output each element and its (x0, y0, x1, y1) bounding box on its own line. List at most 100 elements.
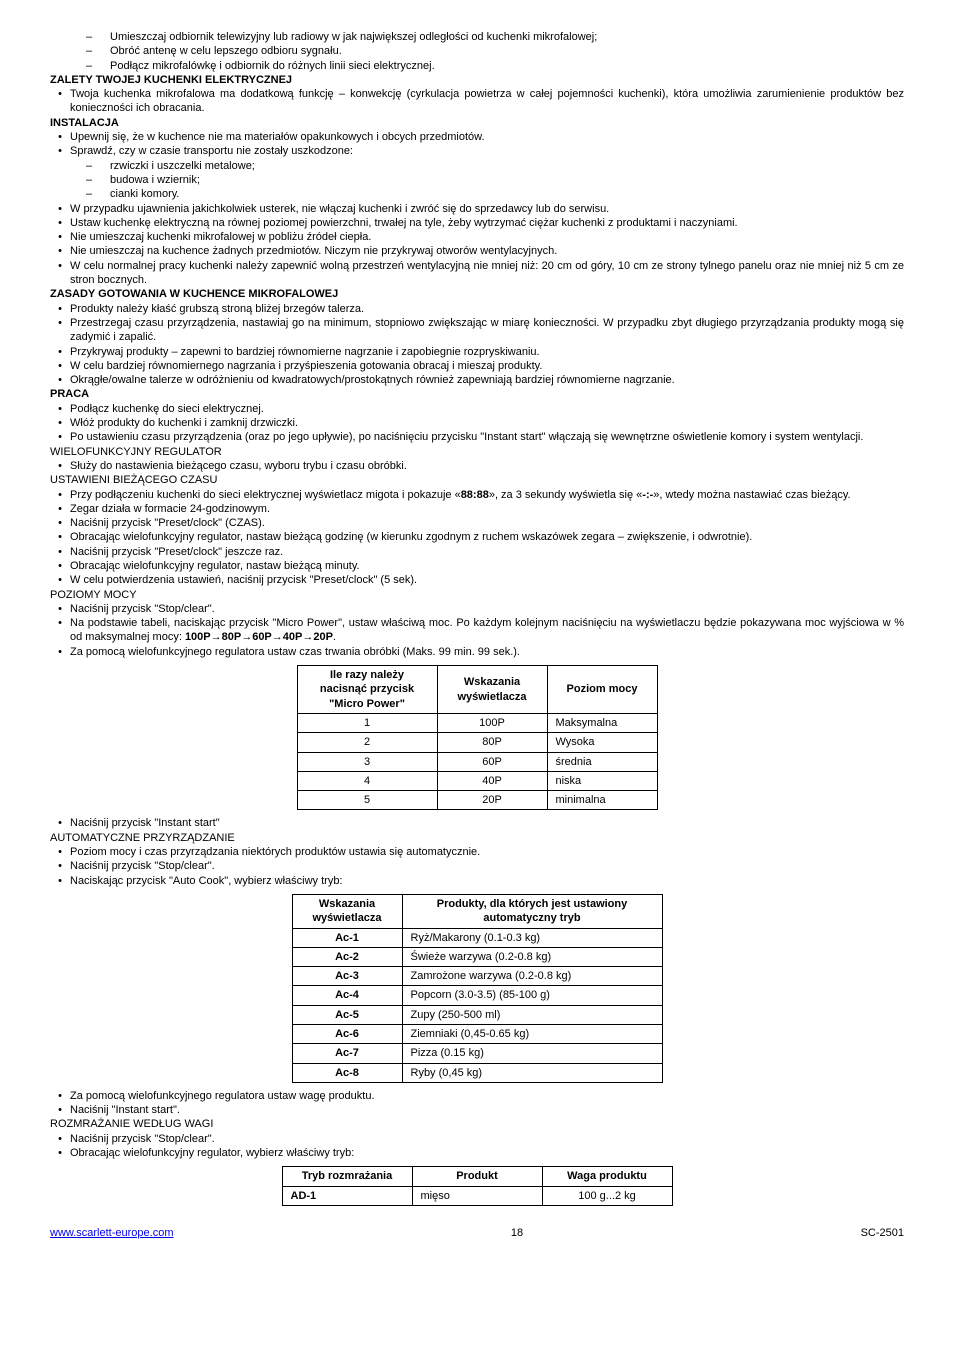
bullet-item: •Naciśnij przycisk "Stop/clear". (50, 602, 904, 616)
text: Naciśnij przycisk "Stop/clear". (70, 859, 904, 873)
bullet-item: •Sprawdź, czy w czasie transportu nie zo… (50, 144, 904, 158)
bullet-item: •Podłącz kuchenkę do sieci elektrycznej. (50, 402, 904, 416)
bullet-item: •Przy podłączeniu kuchenki do sieci elek… (50, 488, 904, 502)
section-title-powerlevels: POZIOMY MOCY (50, 588, 904, 602)
bullet-item: •Zegar działa w formacie 24-godzinowym. (50, 502, 904, 516)
text: Twoja kuchenka mikrofalowa ma dodatkową … (70, 87, 904, 116)
advantages-list: •Twoja kuchenka mikrofalowa ma dodatkową… (50, 87, 904, 116)
text: Ustaw kuchenkę elektryczną na równej poz… (70, 216, 904, 230)
power-table: Ile razy należy nacisnąć przycisk "Micro… (297, 665, 658, 810)
text: W celu bardziej równomiernego nagrzania … (70, 359, 904, 373)
autocook-table: Wskazania wyświetlacza Produkty, dla któ… (292, 894, 663, 1083)
bullet-item: •Poziom mocy i czas przyrządzania niektó… (50, 845, 904, 859)
text: Naciskając przycisk "Auto Cook", wybierz… (70, 874, 904, 888)
text: Zegar działa w formacie 24-godzinowym. (70, 502, 904, 516)
bullet-item: •Upewnij się, że w kuchence nie ma mater… (50, 130, 904, 144)
bullet-item: •Naciśnij przycisk "Preset/clock" jeszcz… (50, 545, 904, 559)
text: Nie umieszczaj na kuchence żadnych przed… (70, 244, 904, 258)
bullet-item: •Naciśnij "Instant start". (50, 1103, 904, 1117)
bullet-item: •Naciśnij przycisk "Stop/clear". (50, 859, 904, 873)
bullet-item: •Naciśnij przycisk "Stop/clear". (50, 1132, 904, 1146)
table-row: 360Pśrednia (297, 752, 657, 771)
section-title-autocook: AUTOMATYCZNE PRZYRZĄDZANIE (50, 831, 904, 845)
bullet-item: •Przykrywaj produkty – zapewni to bardzi… (50, 345, 904, 359)
defrost-table: Tryb rozmrażania Produkt Waga produktu A… (282, 1166, 673, 1206)
bullet-item: •Za pomocą wielofunkcyjnego regulatora u… (50, 1089, 904, 1103)
text: Po ustawieniu czasu przyrządzenia (oraz … (70, 430, 904, 444)
text: Za pomocą wielofunkcyjnego regulatora us… (70, 645, 904, 659)
bullet-item: •W celu bardziej równomiernego nagrzania… (50, 359, 904, 373)
table-header: Wskazania wyświetlacza (292, 894, 402, 928)
bullet-item: •Służy do nastawienia bieżącego czasu, w… (50, 459, 904, 473)
text: W celu potwierdzenia ustawień, naciśnij … (70, 573, 904, 587)
bullet-item: •W celu normalnej pracy kuchenki należy … (50, 259, 904, 288)
installation-list: •Upewnij się, że w kuchence nie ma mater… (50, 130, 904, 159)
text: Obróć antenę w celu lepszego odbioru syg… (110, 44, 904, 58)
text: Naciśnij przycisk "Stop/clear". (70, 602, 904, 616)
table-row: 440Pniska (297, 771, 657, 790)
installation-dash-list: –rzwiczki i uszczelki metalowe; –budowa … (50, 159, 904, 202)
text: cianki komory. (110, 187, 904, 201)
autocook-list: •Poziom mocy i czas przyrządzania niektó… (50, 845, 904, 888)
footer-link[interactable]: www.scarlett-europe.com (50, 1226, 174, 1240)
text: Naciśnij "Instant start". (70, 1103, 904, 1117)
bullet-item: •Obracając wielofunkcyjny regulator, nas… (50, 530, 904, 544)
section-title-advantages: ZALETY TWOJEJ KUCHENKI ELEKTRYCZNEJ (50, 73, 904, 87)
table-header-row: Wskazania wyświetlacza Produkty, dla któ… (292, 894, 662, 928)
page-footer: www.scarlett-europe.com 18 SC-2501 (50, 1226, 904, 1240)
table-header: Waga produktu (542, 1167, 672, 1186)
text: Obracając wielofunkcyjny regulator, wybi… (70, 1146, 904, 1160)
bullet-item: •Nie umieszczaj na kuchence żadnych prze… (50, 244, 904, 258)
text: Nie umieszczaj kuchenki mikrofalowej w p… (70, 230, 904, 244)
bullet-item: •Obracając wielofunkcyjny regulator, wyb… (50, 1146, 904, 1160)
section-title-rules: ZASADY GOTOWANIA W KUCHENCE MIKROFALOWEJ (50, 287, 904, 301)
text: Poziom mocy i czas przyrządzania niektór… (70, 845, 904, 859)
dash-item: –rzwiczki i uszczelki metalowe; (80, 159, 904, 173)
rules-list: •Produkty należy kłaść grubszą stroną bl… (50, 302, 904, 388)
table-row: Ac-3Zamrożone warzywa (0.2-0.8 kg) (292, 967, 662, 986)
text: Obracając wielofunkcyjny regulator, nast… (70, 559, 904, 573)
bullet-item: •Naciśnij przycisk "Instant start" (50, 816, 904, 830)
text: budowa i wziernik; (110, 173, 904, 187)
bullet-item: •Produkty należy kłaść grubszą stroną bl… (50, 302, 904, 316)
text: Włóż produkty do kuchenki i zamknij drzw… (70, 416, 904, 430)
intro-dash-list: –Umieszczaj odbiornik telewizyjny lub ra… (50, 30, 904, 73)
bullet-item: •W celu potwierdzenia ustawień, naciśnij… (50, 573, 904, 587)
settime-list: •Przy podłączeniu kuchenki do sieci elek… (50, 488, 904, 588)
dash-item: –Umieszczaj odbiornik telewizyjny lub ra… (80, 30, 904, 44)
dash-item: –Podłącz mikrofalówkę i odbiornik do róż… (80, 59, 904, 73)
text: Podłącz kuchenkę do sieci elektrycznej. (70, 402, 904, 416)
text: Upewnij się, że w kuchence nie ma materi… (70, 130, 904, 144)
bullet-item: •Przestrzegaj czasu przyrządzenia, nasta… (50, 316, 904, 345)
text: Sprawdź, czy w czasie transportu nie zos… (70, 144, 904, 158)
text: Produkty należy kłaść grubszą stroną bli… (70, 302, 904, 316)
text: Okrągłe/owalne talerze w odróżnieniu od … (70, 373, 904, 387)
operation-list: •Podłącz kuchenkę do sieci elektrycznej.… (50, 402, 904, 445)
after-power-list: •Naciśnij przycisk "Instant start" (50, 816, 904, 830)
table-header: Poziom mocy (547, 666, 657, 714)
table-header-row: Ile razy należy nacisnąć przycisk "Micro… (297, 666, 657, 714)
bullet-item: •Włóż produkty do kuchenki i zamknij drz… (50, 416, 904, 430)
text: Przy podłączeniu kuchenki do sieci elekt… (70, 488, 904, 502)
table-row: Ac-8Ryby (0,45 kg) (292, 1063, 662, 1082)
bullet-item: •Naciśnij przycisk "Preset/clock" (CZAS)… (50, 516, 904, 530)
section-title-regulator: WIELOFUNKCYJNY REGULATOR (50, 445, 904, 459)
text: Naciśnij przycisk "Preset/clock" (CZAS). (70, 516, 904, 530)
table-row: Ac-2Świeże warzywa (0.2-0.8 kg) (292, 947, 662, 966)
text: Za pomocą wielofunkcyjnego regulatora us… (70, 1089, 904, 1103)
bullet-item: •Twoja kuchenka mikrofalowa ma dodatkową… (50, 87, 904, 116)
section-title-installation: INSTALACJA (50, 116, 904, 130)
text: Naciśnij przycisk "Stop/clear". (70, 1132, 904, 1146)
text: Służy do nastawienia bieżącego czasu, wy… (70, 459, 904, 473)
table-header: Tryb rozmrażania (282, 1167, 412, 1186)
table-row: 520Pminimalna (297, 791, 657, 810)
text: W celu normalnej pracy kuchenki należy z… (70, 259, 904, 288)
bullet-item: •Naciskając przycisk "Auto Cook", wybier… (50, 874, 904, 888)
bullet-item: •Po ustawieniu czasu przyrządzenia (oraz… (50, 430, 904, 444)
text: rzwiczki i uszczelki metalowe; (110, 159, 904, 173)
table-header: Ile razy należy nacisnąć przycisk "Micro… (297, 666, 437, 714)
text: Naciśnij przycisk "Instant start" (70, 816, 904, 830)
text: W przypadku ujawnienia jakichkolwiek ust… (70, 202, 904, 216)
table-row: Ac-4Popcorn (3.0-3.5) (85-100 g) (292, 986, 662, 1005)
after-autocook-list: •Za pomocą wielofunkcyjnego regulatora u… (50, 1089, 904, 1118)
